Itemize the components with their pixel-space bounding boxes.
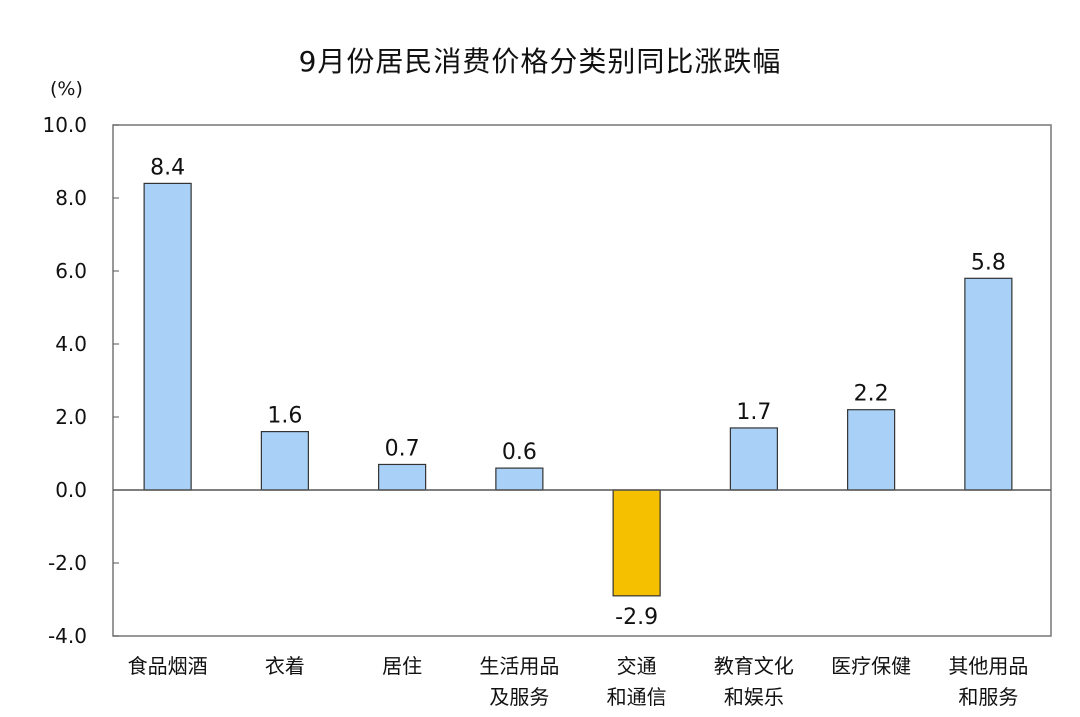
category-label: 其他用品 xyxy=(948,654,1028,678)
y-tick-label: 0.0 xyxy=(55,478,87,502)
data-labels: 8.4 1.6 0.7 0.6 -2.9 1.7 2.2 5.8 xyxy=(150,155,1006,629)
bar xyxy=(612,489,661,597)
bar xyxy=(964,277,1013,491)
data-label: 1.6 xyxy=(267,404,302,429)
category-label: 衣着 xyxy=(265,654,305,678)
y-tick-label: 4.0 xyxy=(55,332,87,356)
y-axis-ticks: 10.0 8.0 6.0 4.0 2.0 0.0 -2.0 -4.0 xyxy=(42,113,119,648)
data-label: 8.4 xyxy=(150,155,185,180)
y-tick-label: -2.0 xyxy=(48,551,87,575)
chart-title: 9月份居民消费价格分类别同比涨跌幅 xyxy=(298,45,782,78)
bar xyxy=(260,431,309,491)
category-label: 医疗保健 xyxy=(831,654,911,678)
data-label: 0.7 xyxy=(385,436,420,461)
bar xyxy=(729,427,778,491)
data-label: 0.6 xyxy=(502,440,537,465)
bar xyxy=(143,182,192,491)
bar xyxy=(378,463,427,491)
category-label: 及服务 xyxy=(489,685,549,709)
category-label: 居住 xyxy=(382,654,422,678)
data-label: 2.2 xyxy=(854,382,889,407)
plot-area xyxy=(112,124,1052,637)
category-label: 和通信 xyxy=(607,685,667,709)
data-label: -2.9 xyxy=(615,605,658,630)
y-tick-label: 10.0 xyxy=(42,113,87,137)
category-label: 交通 xyxy=(617,654,657,678)
y-axis-unit: (%) xyxy=(50,78,83,100)
data-label: 5.8 xyxy=(971,250,1006,275)
category-label: 生活用品 xyxy=(479,654,559,678)
bar xyxy=(495,467,544,491)
category-label: 和娱乐 xyxy=(724,685,784,709)
category-label: 和服务 xyxy=(958,685,1018,709)
data-label: 1.7 xyxy=(736,400,771,425)
bars xyxy=(143,182,1013,597)
bar xyxy=(847,409,896,491)
y-tick-label: 8.0 xyxy=(55,186,87,210)
y-tick-label: -4.0 xyxy=(48,624,87,648)
y-tick-label: 2.0 xyxy=(55,405,87,429)
y-tick-label: 6.0 xyxy=(55,259,87,283)
category-label: 教育文化 xyxy=(714,654,794,678)
category-label: 食品烟酒 xyxy=(128,654,208,678)
